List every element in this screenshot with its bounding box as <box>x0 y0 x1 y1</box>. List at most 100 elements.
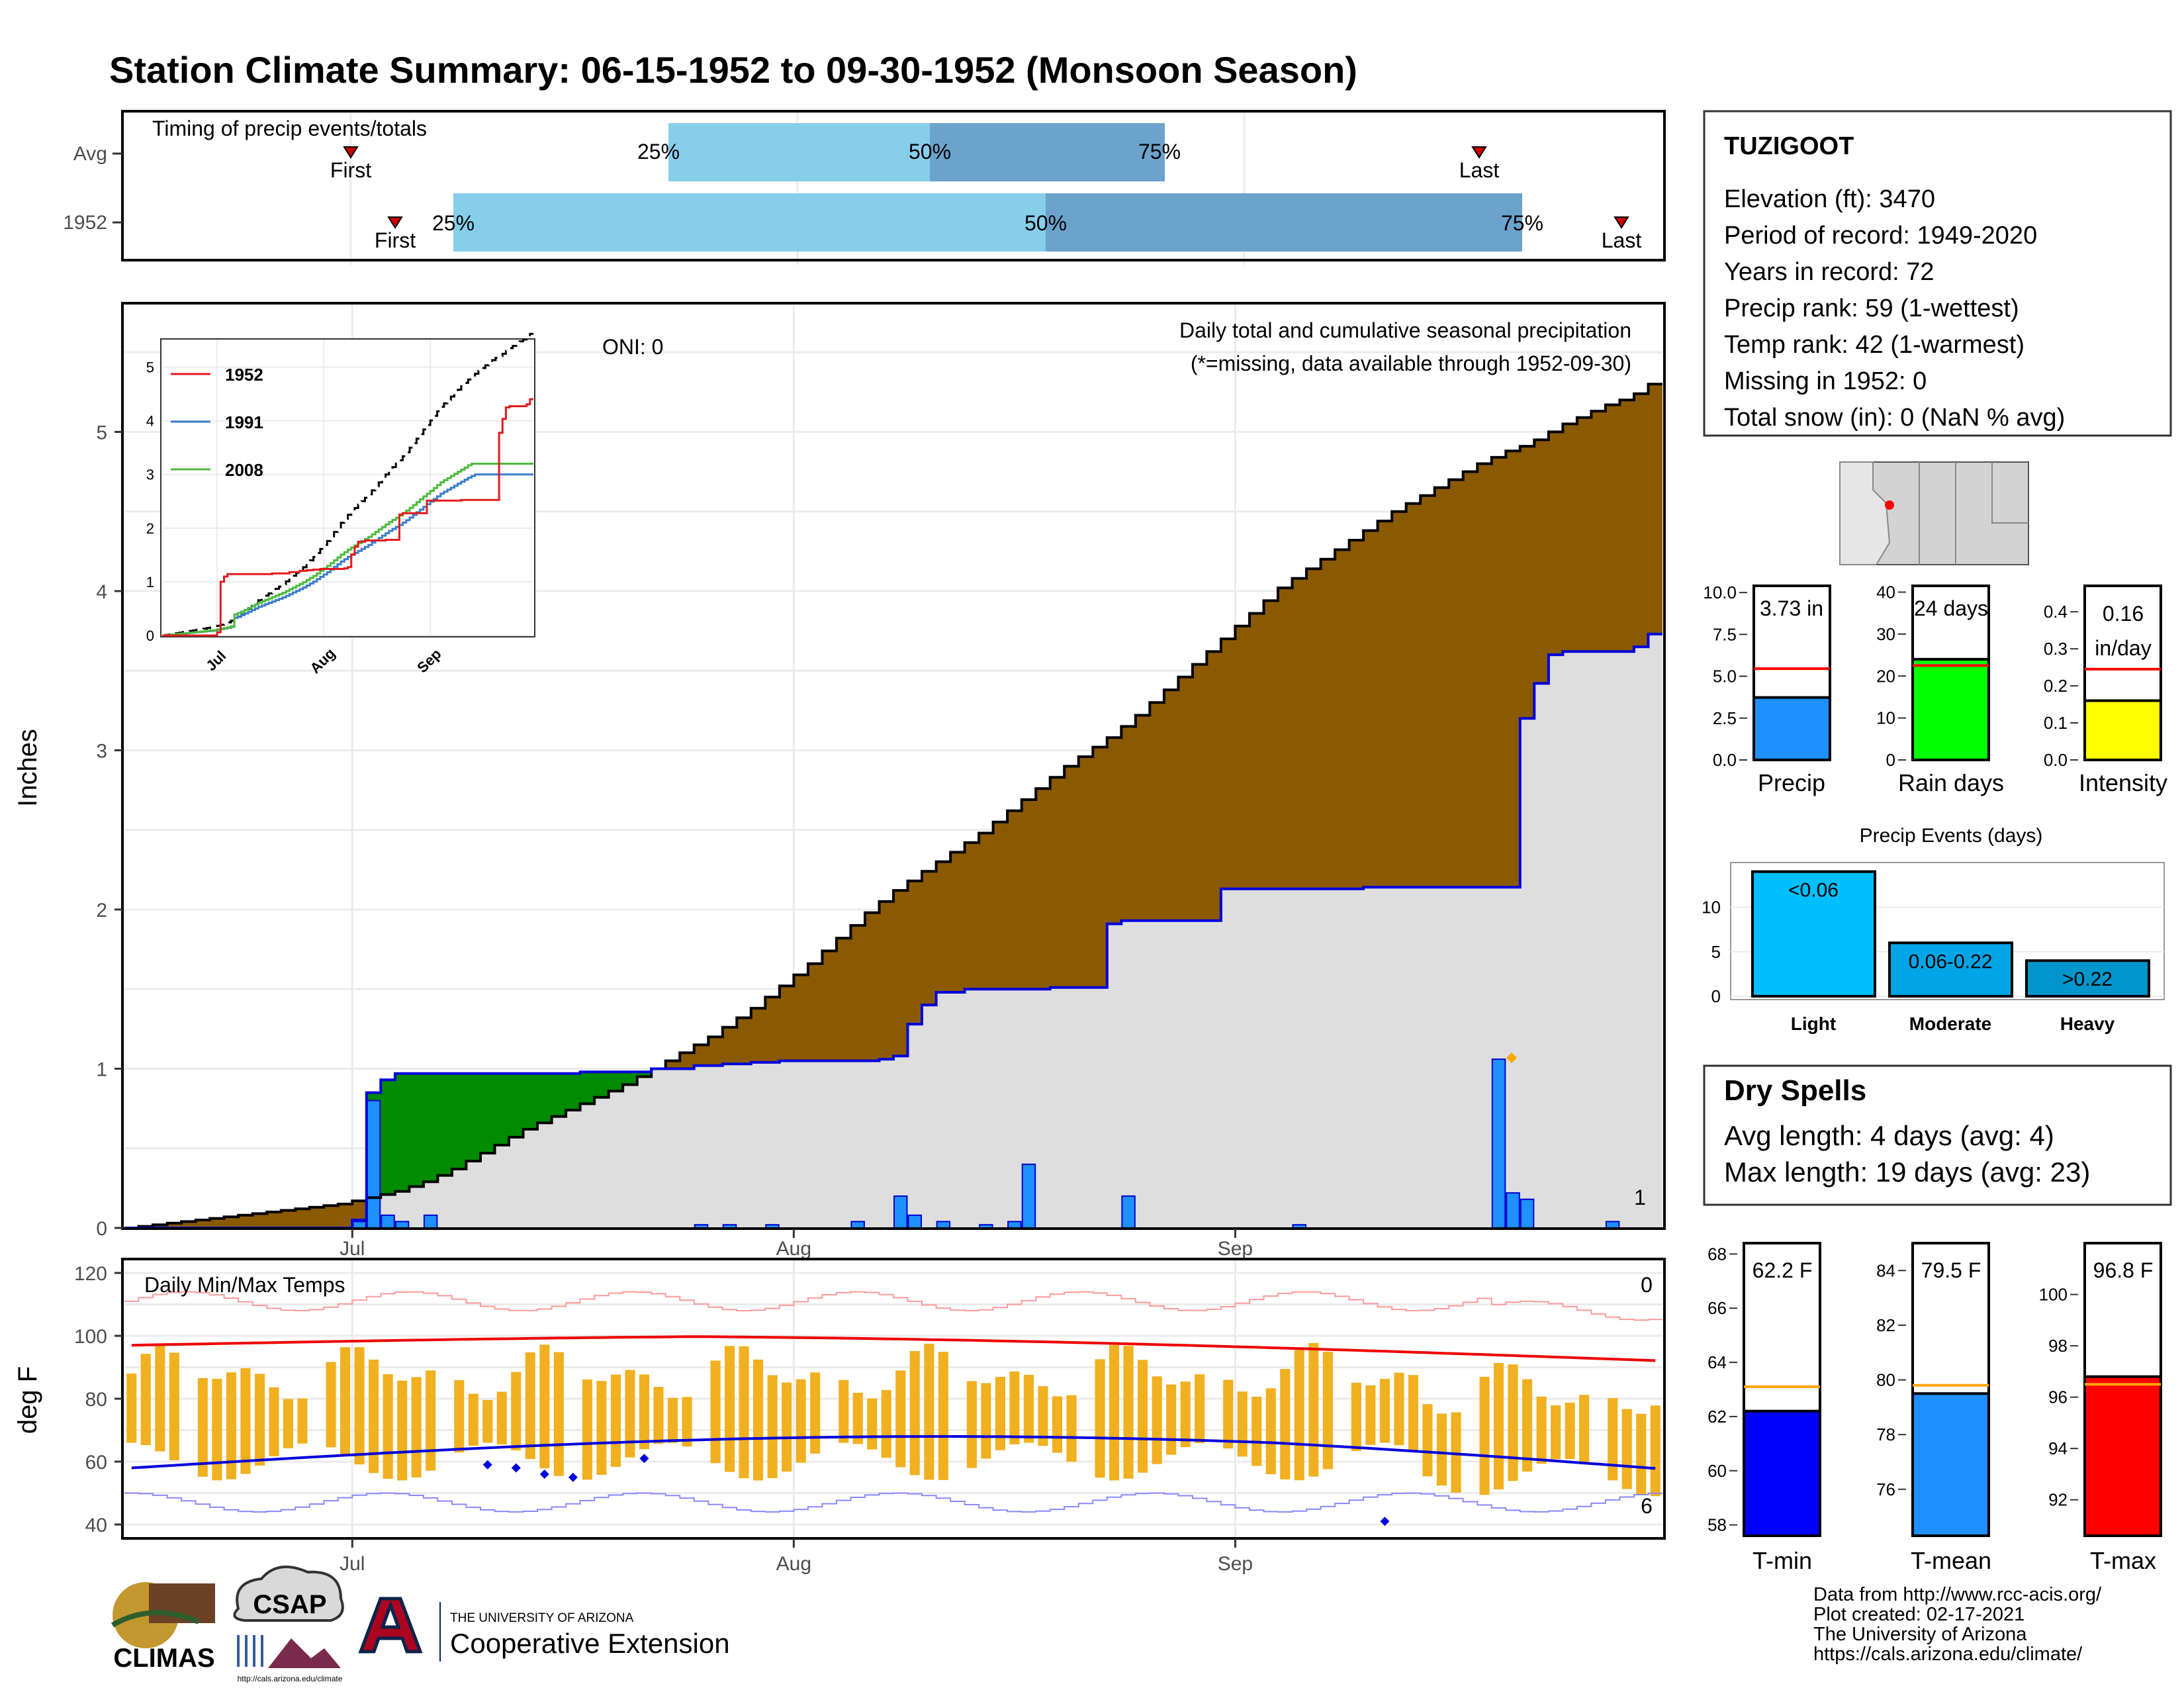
temp-range-bar <box>867 1398 878 1450</box>
temp-y-tick-label: 40 <box>85 1515 107 1536</box>
temp-range-bar <box>881 1389 891 1458</box>
main-x-tick-label: Sep <box>1218 1238 1253 1260</box>
temp-range-bar <box>1166 1384 1177 1455</box>
daily-precip-bar <box>352 1221 367 1229</box>
dry-spells-max: Max length: 19 days (avg: 23) <box>1724 1156 2090 1188</box>
tmax-gauge-bar <box>2083 1375 2162 1537</box>
temp-range-bar <box>582 1380 592 1480</box>
temp-range-bar <box>426 1370 436 1471</box>
events-y-tick-label: 10 <box>1702 898 1721 917</box>
daily-precip-bar <box>1605 1221 1620 1229</box>
raindays-gauge: 40 30 20 10 0 <box>1876 583 1990 770</box>
temp-range-bar <box>140 1354 151 1445</box>
tmax-gauge-value: 96.8 F <box>2093 1258 2154 1282</box>
temp-range-bar <box>226 1372 236 1479</box>
temp-range-bar <box>269 1387 279 1456</box>
temp-range-bar <box>1195 1374 1205 1444</box>
footer-line-2: Plot created: 02-17-2021 <box>1813 1604 2025 1625</box>
temp-range-bar <box>653 1387 664 1444</box>
tmin-gauge-bar <box>1743 1409 1821 1537</box>
event-bar-value: 0.06-0.22 <box>1909 951 1993 972</box>
temp-range-bar <box>909 1351 920 1476</box>
temp-range-bar <box>1551 1405 1561 1460</box>
temp-range-bar <box>1138 1360 1148 1473</box>
main-x-tick-label: Jul <box>340 1238 365 1260</box>
temp-range-bar <box>995 1376 1005 1450</box>
year-pct-50: 50% <box>1024 211 1067 235</box>
ua-line-2: Cooperative Extension <box>450 1628 730 1659</box>
daily-precip-bar <box>423 1214 438 1229</box>
event-bar-label: Moderate <box>1909 1013 1991 1034</box>
record-low-marker <box>568 1472 578 1482</box>
inset-y-tick-label: 1 <box>146 574 154 590</box>
avg-first-label: First <box>330 158 371 182</box>
temp-y-tick-label: 60 <box>85 1452 107 1474</box>
temp-range-bar <box>1308 1342 1319 1477</box>
record-low-marker <box>1380 1517 1390 1526</box>
temp-range-bar <box>1123 1346 1134 1479</box>
timing-panel: Timing of precip events/totals Avg 1952 … <box>63 110 1666 265</box>
dry-spells-title: Dry Spells <box>1724 1074 1866 1107</box>
footer-line-4: https://cals.arizona.edu/climate/ <box>1813 1644 2083 1665</box>
avg-last-marker <box>1471 146 1487 159</box>
temp-range-bar <box>1095 1359 1105 1478</box>
temp-range-bar <box>525 1352 535 1460</box>
temp-range-bar <box>1636 1413 1647 1495</box>
events-title: Precip Events (days) <box>1860 825 2043 847</box>
csap-logo-text: CSAP <box>253 1590 326 1619</box>
temp-range-bar <box>454 1380 465 1453</box>
raindays-gauge-tick-label: 30 <box>1876 624 1895 644</box>
temp-x-tick-label: Sep <box>1218 1553 1253 1575</box>
events-y-tick-label: 0 <box>1711 986 1721 1006</box>
temp-range-bar <box>1494 1363 1504 1489</box>
main-y-tick-label: 5 <box>96 422 107 444</box>
intensity-gauge-tick-label: 0.3 <box>2044 639 2068 659</box>
footer-credits: Data from http://www.rcc-acis.org/ Plot … <box>1813 1584 2102 1665</box>
temp-range-bar <box>1009 1371 1020 1444</box>
footer-line-1: Data from http://www.rcc-acis.org/ <box>1813 1584 2102 1605</box>
temp-range-bar <box>326 1362 336 1448</box>
tmax-gauge-tick-label: 98 <box>2048 1336 2068 1356</box>
temp-range-bar <box>369 1359 379 1474</box>
event-bar-label: Heavy <box>2060 1013 2115 1034</box>
year-box-25-50 <box>453 193 1046 252</box>
intensity-gauge-tick-label: 0.0 <box>2044 750 2068 770</box>
temp-range-bar <box>1351 1382 1361 1452</box>
tmean-gauge-tick-label: 84 <box>1876 1260 1895 1280</box>
temp-range-bar <box>639 1374 649 1450</box>
tmin-gauge-value: 62.2 F <box>1752 1258 1813 1282</box>
temp-range-bar <box>1152 1376 1162 1464</box>
temp-panel-label: Daily Min/Max Temps <box>144 1273 345 1297</box>
raindays-gauge-label: Rain days <box>1898 769 2004 796</box>
tmean-gauge-tick-label: 82 <box>1876 1315 1895 1335</box>
temp-range-bar <box>796 1379 806 1463</box>
temp-range-bar <box>1038 1386 1048 1446</box>
temp-range-bar <box>1023 1374 1034 1443</box>
inset-y-tick-label: 0 <box>146 628 154 644</box>
avg-pct-75: 75% <box>1138 140 1181 164</box>
record-low-markers <box>482 1454 1390 1526</box>
temp-range-bar <box>1251 1397 1262 1466</box>
dry-spells-avg: Avg length: 4 days (avg: 4) <box>1724 1120 2054 1151</box>
main-panel-subtitle: (*=missing, data available through 1952-… <box>1191 352 1631 375</box>
tmean-gauge-tick-label: 78 <box>1876 1425 1895 1444</box>
temp-range-bar <box>1109 1344 1120 1481</box>
temp-range-bar <box>340 1347 351 1456</box>
inset-y-tick-label: 3 <box>146 467 154 483</box>
daily-precip-bar <box>1121 1195 1136 1229</box>
event-bar-moderate <box>1888 941 2013 998</box>
tmin-gauge-tick-label: 62 <box>1707 1407 1727 1427</box>
year-pct-25: 25% <box>432 211 475 235</box>
main-y-tick-label: 4 <box>96 581 107 603</box>
raindays-gauge-tick-label: 0 <box>1886 750 1895 770</box>
temp-range-bar <box>539 1344 550 1469</box>
climas-logo-text: CLIMAS <box>113 1644 214 1673</box>
tmin-gauge-label: T-min <box>1752 1547 1812 1574</box>
temp-range-bar <box>1265 1388 1276 1474</box>
avg-low-line <box>131 1435 1656 1470</box>
temp-axis-ticks: 120 100 80 60 40 Jul Aug Sep <box>74 1263 1253 1575</box>
temp-range-bar <box>468 1393 478 1446</box>
main-panel-title: Daily total and cumulative seasonal prec… <box>1179 318 1631 342</box>
daily-precip-bar <box>893 1195 908 1229</box>
ua-line-1: THE UNIVERSITY OF ARIZONA <box>450 1611 634 1625</box>
